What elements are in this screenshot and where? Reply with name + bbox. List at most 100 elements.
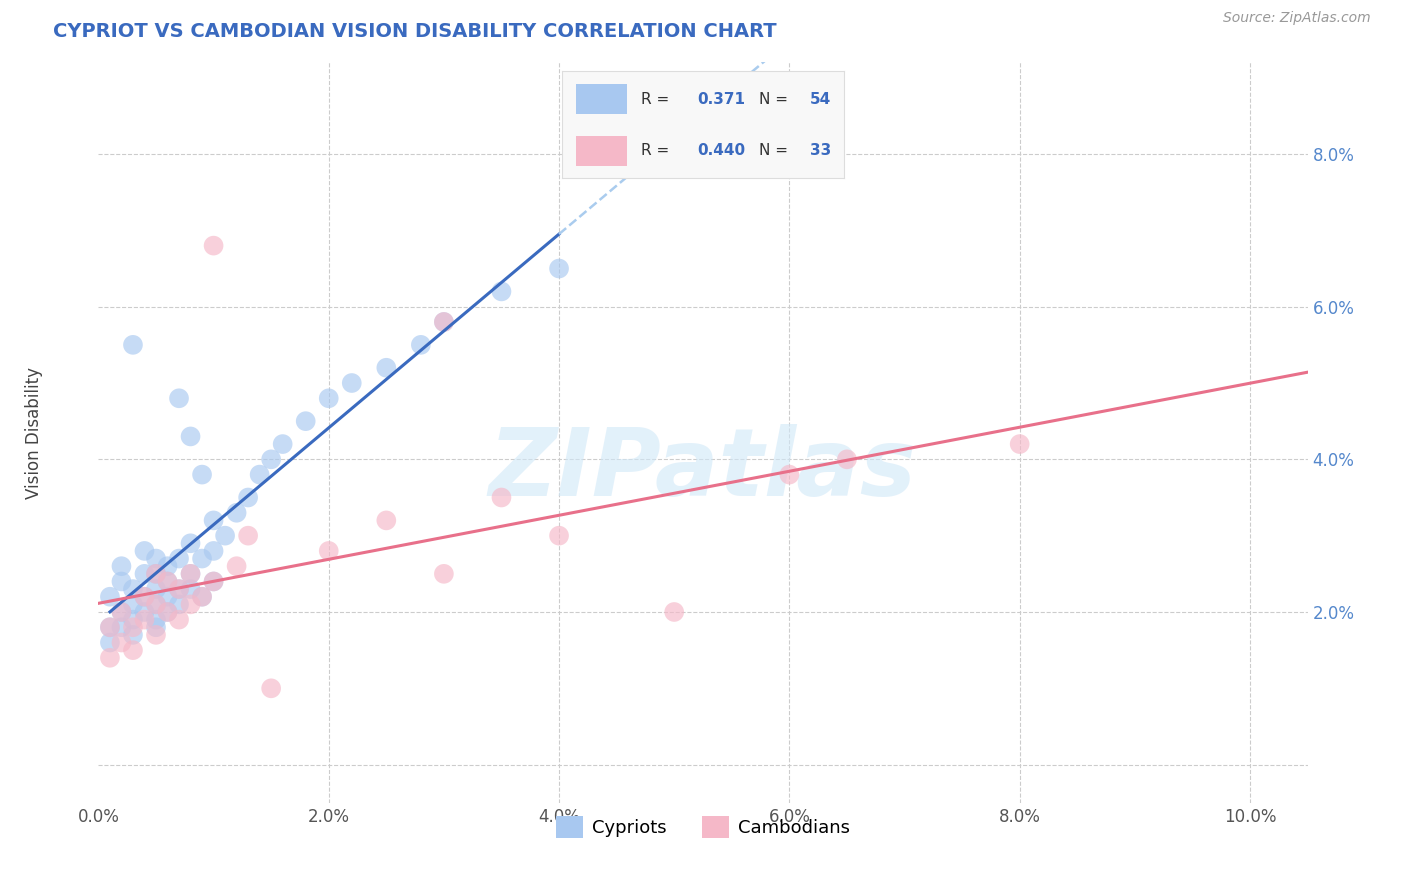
Point: [122, 582, 145, 596]
Point: [110, 620, 132, 634]
Text: CYPRIOT VS CAMBODIAN VISION DISABILITY CORRELATION CHART: CYPRIOT VS CAMBODIAN VISION DISABILITY C…: [53, 22, 778, 41]
Point: [548, 529, 571, 543]
Point: [98, 620, 121, 634]
Y-axis label: Vision Disability: Vision Disability: [25, 367, 42, 499]
Point: [191, 590, 214, 604]
Point: [191, 467, 214, 482]
Point: [236, 529, 259, 543]
Point: [122, 613, 145, 627]
Point: [214, 529, 236, 543]
Text: R =: R =: [641, 143, 675, 158]
Point: [145, 613, 167, 627]
Point: [145, 628, 167, 642]
Point: [98, 620, 121, 634]
Point: [145, 598, 167, 612]
Point: [134, 605, 156, 619]
Point: [110, 605, 132, 619]
Point: [260, 681, 283, 696]
Point: [191, 590, 214, 604]
Point: [156, 590, 179, 604]
Point: [156, 605, 179, 619]
Point: [202, 574, 225, 589]
Point: [122, 620, 145, 634]
Text: N =: N =: [759, 143, 793, 158]
Point: [134, 590, 156, 604]
Point: [225, 506, 247, 520]
Point: [145, 551, 167, 566]
Point: [180, 566, 202, 581]
Point: [122, 628, 145, 642]
Point: [156, 574, 179, 589]
Point: [145, 620, 167, 634]
Point: [260, 452, 283, 467]
Point: [491, 285, 513, 299]
Point: [202, 513, 225, 527]
Point: [548, 261, 571, 276]
FancyBboxPatch shape: [576, 84, 627, 114]
Point: [1008, 437, 1031, 451]
Point: [167, 598, 190, 612]
Text: 0.440: 0.440: [697, 143, 745, 158]
Point: [134, 590, 156, 604]
Point: [202, 238, 225, 252]
Point: [145, 566, 167, 581]
Point: [180, 429, 202, 443]
Point: [122, 338, 145, 352]
Point: [778, 467, 800, 482]
Point: [236, 491, 259, 505]
Point: [491, 491, 513, 505]
Text: Source: ZipAtlas.com: Source: ZipAtlas.com: [1223, 11, 1371, 25]
Point: [156, 559, 179, 574]
FancyBboxPatch shape: [576, 136, 627, 166]
Point: [271, 437, 294, 451]
Point: [180, 598, 202, 612]
Point: [134, 613, 156, 627]
Point: [122, 598, 145, 612]
Point: [225, 559, 247, 574]
Point: [180, 582, 202, 596]
Point: [167, 391, 190, 405]
Point: [191, 551, 214, 566]
Point: [167, 551, 190, 566]
Point: [167, 582, 190, 596]
Point: [318, 544, 340, 558]
Point: [110, 635, 132, 649]
Point: [318, 391, 340, 405]
Point: [110, 574, 132, 589]
Point: [180, 566, 202, 581]
Point: [433, 315, 456, 329]
Point: [98, 635, 121, 649]
Point: [98, 650, 121, 665]
Point: [167, 582, 190, 596]
Text: 54: 54: [810, 92, 831, 107]
Point: [145, 582, 167, 596]
Point: [835, 452, 858, 467]
Point: [409, 338, 432, 352]
Text: 33: 33: [810, 143, 831, 158]
Point: [340, 376, 363, 390]
Point: [156, 574, 179, 589]
Point: [375, 513, 398, 527]
Point: [122, 643, 145, 657]
Text: N =: N =: [759, 92, 793, 107]
Point: [110, 559, 132, 574]
Legend: Cypriots, Cambodians: Cypriots, Cambodians: [548, 809, 858, 846]
Point: [433, 315, 456, 329]
Point: [110, 605, 132, 619]
Point: [375, 360, 398, 375]
Text: 0.371: 0.371: [697, 92, 745, 107]
Point: [202, 574, 225, 589]
Point: [433, 566, 456, 581]
Point: [167, 613, 190, 627]
Point: [664, 605, 686, 619]
Point: [134, 544, 156, 558]
Point: [202, 544, 225, 558]
Point: [156, 605, 179, 619]
Point: [145, 566, 167, 581]
Point: [294, 414, 316, 428]
Point: [249, 467, 271, 482]
Text: R =: R =: [641, 92, 675, 107]
Text: ZIPatlas: ZIPatlas: [489, 424, 917, 516]
Point: [180, 536, 202, 550]
Point: [134, 566, 156, 581]
